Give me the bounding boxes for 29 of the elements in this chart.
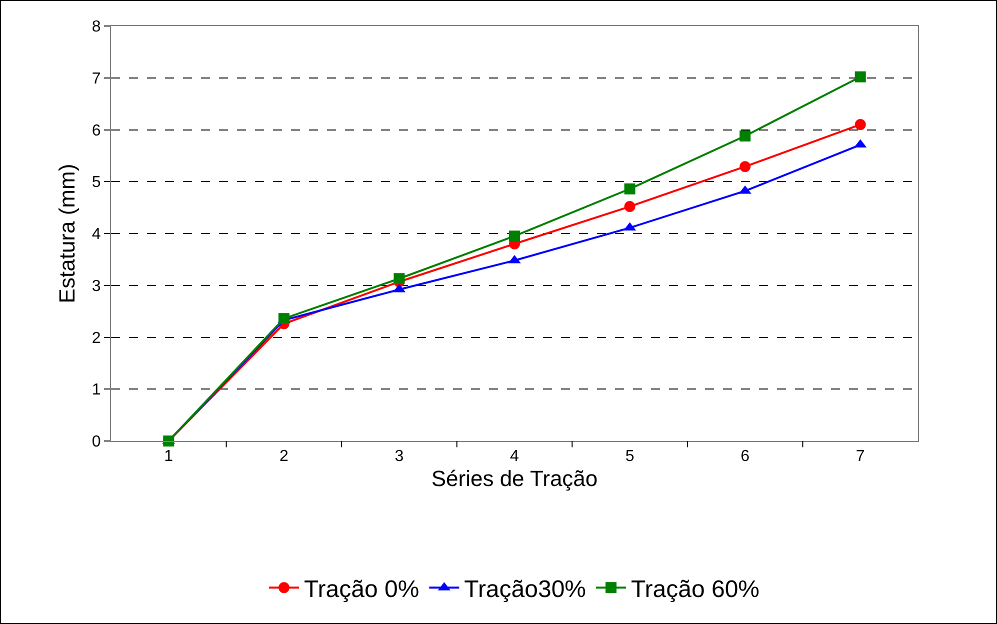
y-tick-label: 6 — [92, 122, 101, 140]
x-tick-label: 3 — [394, 448, 404, 466]
x-axis-title: Séries de Tração — [431, 466, 598, 492]
point — [624, 183, 636, 194]
point — [394, 273, 405, 284]
point — [740, 161, 751, 172]
legend-label: Tração 0% — [304, 576, 420, 603]
point — [509, 230, 520, 242]
x-tick-label: 2 — [279, 448, 288, 466]
y-tick-label: 4 — [92, 226, 101, 244]
point — [624, 201, 636, 212]
x-tick-label: 6 — [740, 448, 750, 466]
y-tick-label: 2 — [92, 330, 101, 347]
y-tick-label: 5 — [92, 174, 101, 192]
x-tick-label: 1 — [164, 448, 174, 466]
y-tick-label: 0 — [92, 434, 101, 451]
y-tick-label: 7 — [92, 70, 101, 88]
y-axis-title: Estatura (mm) — [54, 164, 80, 304]
x-tick-label: 4 — [510, 448, 520, 466]
legend-label: Tração30% — [464, 576, 586, 603]
y-tick-label: 1 — [92, 382, 101, 399]
y-tick-label: 8 — [92, 18, 101, 36]
x-tick-label: 7 — [856, 448, 865, 466]
x-tick-label: 5 — [625, 448, 634, 466]
point — [854, 71, 866, 82]
legend-label: Tração 60% — [631, 576, 760, 603]
point — [854, 119, 866, 130]
point — [740, 130, 751, 142]
y-tick-label: 3 — [92, 278, 101, 295]
